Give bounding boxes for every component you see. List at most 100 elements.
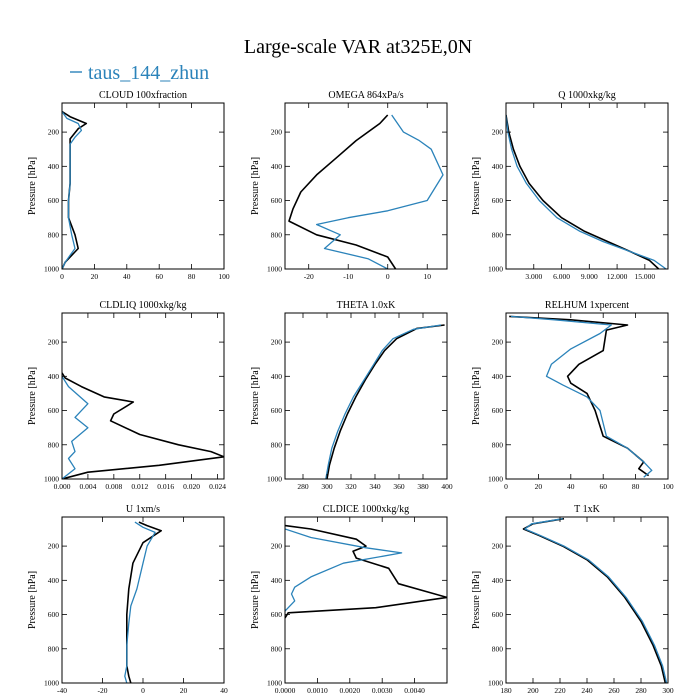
- x-tick-label: 0.016: [157, 482, 174, 491]
- chart-panel-3: Q 1000xkg/kg Pressure [hPa] 3.000 6.000 9.00…: [471, 90, 669, 281]
- plot-frame: [505, 312, 669, 480]
- x-tick-label: 380: [417, 482, 429, 491]
- plot-frame: [284, 516, 448, 684]
- x-tick-label: 3.000: [525, 272, 542, 281]
- chart-panel-2: OMEGA 864xPa/s Pressure [hPa] -20 -10 0 10 200…: [250, 90, 448, 281]
- y-tick-label: 600: [271, 196, 283, 205]
- x-tick-label: 6.000: [553, 272, 570, 281]
- y-tick-label: 1000: [44, 265, 59, 274]
- x-tick-label: 0.0030: [372, 686, 393, 695]
- y-tick-label: 600: [492, 196, 504, 205]
- x-tick-label: 20: [180, 686, 188, 695]
- y-axis-label: Pressure [hPa]: [27, 157, 38, 215]
- y-tick-label: 200: [271, 128, 283, 137]
- x-tick-label: 280: [297, 482, 309, 491]
- x-tick-label: 100: [218, 272, 230, 281]
- y-tick-label: 800: [48, 230, 60, 239]
- series-line-reference: [522, 517, 667, 683]
- x-tick-label: 100: [662, 482, 674, 491]
- panel-title: THETA 1.0xK: [337, 300, 396, 311]
- y-tick-label: 600: [48, 196, 60, 205]
- x-tick-label: 260: [608, 686, 620, 695]
- y-tick-label: 800: [492, 440, 504, 449]
- panel-title: CLOUD 100xfraction: [99, 90, 187, 101]
- y-tick-label: 1000: [267, 265, 282, 274]
- x-tick-label: 40: [567, 482, 575, 491]
- y-axis-label: Pressure [hPa]: [471, 571, 482, 629]
- chart-panel-8: CLDICE 1000xkg/kg Pressure [hPa] 0.0000 0.0…: [250, 504, 448, 695]
- series-line-reference: [506, 114, 660, 269]
- y-tick-label: 200: [492, 128, 504, 137]
- x-tick-label: 0.0000: [275, 686, 296, 695]
- y-tick-label: 400: [492, 162, 504, 171]
- y-tick-label: 600: [492, 406, 504, 415]
- y-tick-label: 1000: [488, 265, 503, 274]
- x-tick-label: 9.000: [581, 272, 598, 281]
- x-tick-label: 300: [321, 482, 333, 491]
- y-axis-label: Pressure [hPa]: [250, 571, 261, 629]
- plot-frame: [61, 102, 225, 270]
- x-tick-label: 0.012: [131, 482, 148, 491]
- y-tick-label: 1000: [488, 679, 503, 688]
- legend-label: taus_144_zhun: [88, 62, 209, 84]
- y-tick-label: 200: [48, 128, 60, 137]
- y-tick-label: 1000: [267, 679, 282, 688]
- x-tick-label: 300: [662, 686, 674, 695]
- x-tick-label: 20: [535, 482, 543, 491]
- x-tick-label: 40: [123, 272, 131, 281]
- y-tick-label: 400: [48, 576, 60, 585]
- x-tick-label: 0.0020: [339, 686, 360, 695]
- series-line-reference: [126, 521, 162, 683]
- x-tick-label: 320: [345, 482, 357, 491]
- x-tick-label: 400: [441, 482, 453, 491]
- x-tick-label: 280: [635, 686, 647, 695]
- series-line-reference: [288, 114, 397, 269]
- y-tick-label: 800: [271, 644, 283, 653]
- chart-panel-5: THETA 1.0xK Pressure [hPa] 280 300 320 340 360…: [250, 300, 453, 491]
- x-tick-label: 80: [632, 482, 640, 491]
- y-tick-label: 200: [271, 542, 283, 551]
- y-tick-label: 400: [492, 576, 504, 585]
- x-tick-label: 15.000: [635, 272, 656, 281]
- y-tick-label: 800: [492, 644, 504, 653]
- y-tick-label: 1000: [488, 475, 503, 484]
- y-tick-label: 600: [48, 406, 60, 415]
- series-line-case: [315, 114, 444, 269]
- y-tick-label: 600: [48, 610, 60, 619]
- plot-frame: [284, 102, 448, 270]
- panel-grid: CLOUD 100xfraction Pressure [hPa] 0 20 40 60 8…: [27, 90, 674, 695]
- plot-frame: [505, 516, 669, 684]
- panel-title: OMEGA 864xPa/s: [328, 90, 403, 101]
- y-axis-label: Pressure [hPa]: [250, 367, 261, 425]
- x-tick-label: 200: [527, 686, 539, 695]
- x-tick-label: 60: [599, 482, 607, 491]
- y-tick-label: 400: [271, 162, 283, 171]
- y-tick-label: 800: [48, 440, 60, 449]
- y-tick-label: 600: [492, 610, 504, 619]
- plot-frame: [505, 102, 669, 270]
- panel-title: U 1xm/s: [126, 504, 160, 515]
- y-tick-label: 600: [271, 406, 283, 415]
- y-axis-label: Pressure [hPa]: [471, 367, 482, 425]
- x-tick-label: 220: [554, 686, 566, 695]
- y-axis-label: Pressure [hPa]: [471, 157, 482, 215]
- x-tick-label: 0: [386, 272, 390, 281]
- y-tick-label: 400: [48, 162, 60, 171]
- x-tick-label: -40: [57, 686, 67, 695]
- x-tick-label: 0.020: [183, 482, 200, 491]
- y-tick-label: 200: [48, 338, 60, 347]
- x-tick-label: -10: [343, 272, 353, 281]
- series-line-case: [285, 528, 403, 612]
- y-tick-label: 200: [271, 338, 283, 347]
- panel-title: Q 1000xkg/kg: [558, 90, 616, 101]
- chart-panel-1: CLOUD 100xfraction Pressure [hPa] 0 20 40 60 8…: [27, 90, 230, 281]
- x-tick-label: 0: [141, 686, 145, 695]
- y-tick-label: 200: [48, 542, 60, 551]
- x-tick-label: 0.024: [209, 482, 226, 491]
- x-tick-label: 180: [500, 686, 512, 695]
- y-axis-label: Pressure [hPa]: [250, 157, 261, 215]
- y-tick-label: 400: [492, 372, 504, 381]
- y-tick-label: 400: [48, 372, 60, 381]
- x-tick-label: 340: [369, 482, 381, 491]
- x-tick-label: -20: [98, 686, 108, 695]
